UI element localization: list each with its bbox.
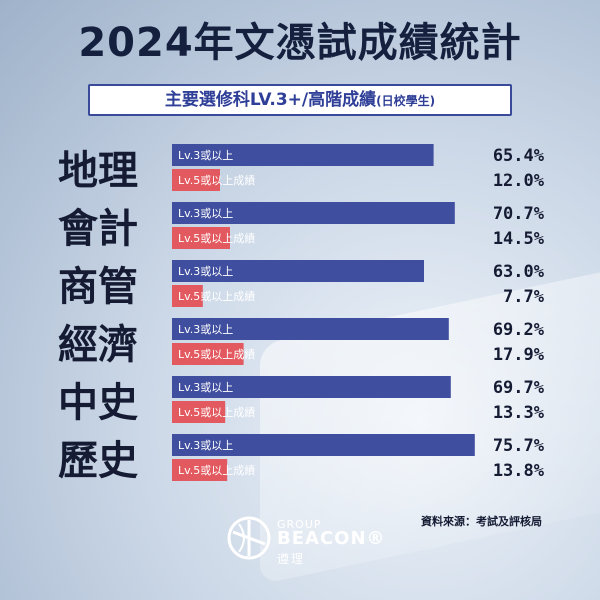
series-label: Lv.3或以上	[178, 381, 233, 394]
lv3-bar	[172, 260, 424, 282]
value-label: 13.3%	[493, 403, 545, 423]
beacon-logo-icon	[227, 516, 271, 560]
lv3-bar	[172, 318, 449, 340]
value-label: 12.0%	[493, 171, 545, 191]
series-label: Lv.5或以上成績	[178, 173, 255, 187]
logo-sub-text: 遵理	[277, 552, 306, 566]
value-label: 14.5%	[493, 229, 545, 249]
value-label: 13.8%	[493, 461, 545, 481]
series-label: Lv.3或以上	[178, 323, 233, 336]
value-label: 75.7%	[493, 436, 545, 456]
logo-group-text: GROUP	[277, 518, 322, 531]
beacon-logo: GROUP BEACON® 遵理	[227, 516, 387, 568]
value-label: 70.7%	[493, 204, 545, 224]
series-label: Lv.3或以上	[178, 439, 233, 452]
value-label: 7.7%	[503, 287, 545, 307]
category-label: 會計	[58, 206, 138, 252]
series-label: Lv.3或以上	[178, 265, 233, 278]
lv5-bar	[172, 227, 230, 249]
value-label: 17.9%	[493, 345, 545, 365]
lv5-bar	[172, 285, 203, 307]
category-label: 中史	[58, 380, 138, 426]
logo-name-text: BEACON®	[277, 528, 386, 549]
lv5-bar	[172, 401, 226, 423]
lv3-bar	[172, 434, 475, 456]
value-label: 69.2%	[493, 320, 545, 340]
lv3-bar	[172, 376, 451, 398]
value-label: 69.7%	[493, 378, 545, 398]
series-label: Lv.3或以上	[178, 149, 233, 162]
lv3-bar	[172, 202, 455, 224]
subtitle-note: (日校學生)	[376, 94, 436, 108]
category-label: 歷史	[58, 438, 138, 484]
subtitle-box: 主要選修科LV.3+/高階成績(日校學生)	[88, 84, 512, 116]
subtitle-main: 主要選修科LV.3+/高階成績	[164, 90, 377, 110]
source-note: 資料來源：考試及評核局	[421, 515, 542, 528]
lv5-bar	[172, 343, 244, 365]
value-label: 65.4%	[493, 146, 545, 166]
series-label: Lv.5或以上成績	[178, 231, 255, 245]
value-label: 63.0%	[493, 262, 545, 282]
series-label: Lv.5或以上成績	[178, 289, 255, 303]
series-label: Lv.5或以上成績	[178, 463, 255, 477]
lv5-bar	[172, 169, 220, 191]
category-label: 商管	[58, 264, 138, 310]
series-label: Lv.3或以上	[178, 207, 233, 220]
page-title: 2024年文憑試成績統計	[78, 20, 522, 66]
series-label: Lv.5或以上成績	[178, 405, 255, 419]
bar-chart: 地理 Lv.3或以上 65.4% Lv.5或以上成績 12.0% 會計 Lv.3或以上 70.…	[58, 144, 545, 484]
lv3-bar	[172, 144, 434, 166]
category-label: 地理	[58, 148, 138, 194]
series-label: Lv.5或以上成績	[178, 347, 255, 361]
lv5-bar	[172, 459, 228, 481]
category-label: 經濟	[58, 322, 138, 368]
